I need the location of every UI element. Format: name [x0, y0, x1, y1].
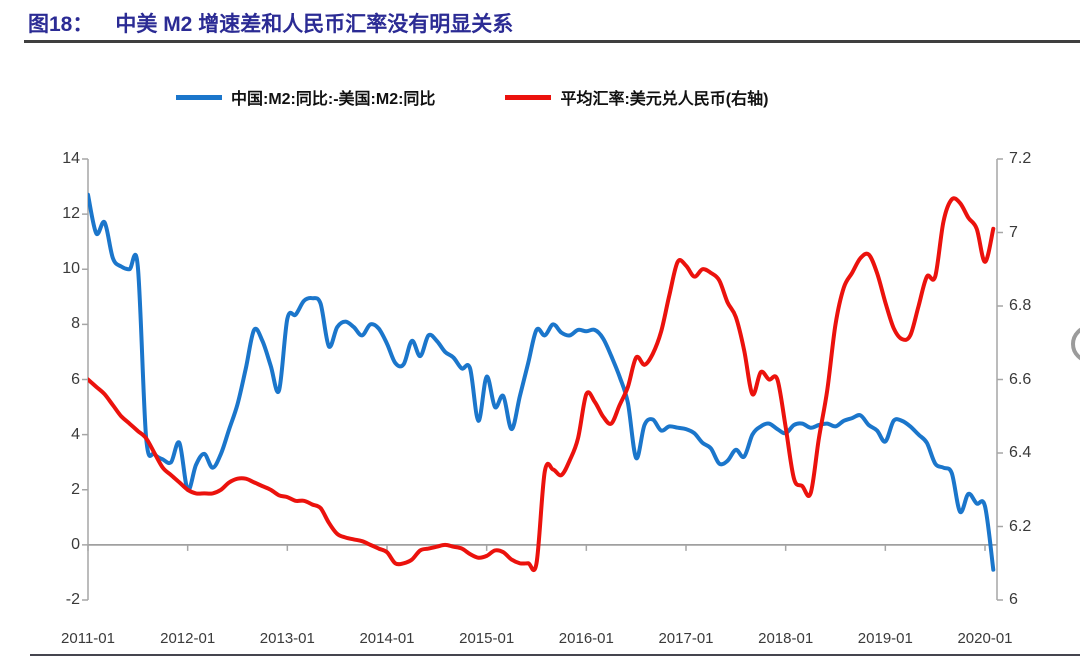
y-left-tick-label: -2: [65, 591, 80, 608]
x-tick-label: 2015-01: [459, 630, 515, 647]
y-left-tick-label: 12: [62, 205, 80, 223]
y-right-tick-label: 6.4: [1009, 444, 1032, 461]
y-left-tick-label: 10: [62, 260, 80, 278]
x-tick-label: 2011-01: [61, 630, 115, 647]
x-tick-label: 2014-01: [359, 630, 415, 647]
figure-header: 图18： 中美 M2 增速差和人民币汇率没有明显关系: [28, 8, 513, 38]
legend-item-m2-spread: 中国:M2:同比:-美国:M2:同比: [176, 85, 435, 109]
x-tick-label: 2020-01: [957, 630, 1013, 647]
y-left-tick-label: 4: [71, 425, 80, 443]
y-right-tick-label: 6.2: [1009, 517, 1032, 535]
legend-item-exchange-rate: 平均汇率:美元兑人民币(右轴): [505, 85, 768, 109]
legend: 中国:M2:同比:-美国:M2:同比 平均汇率:美元兑人民币(右轴): [176, 85, 768, 109]
y-right-tick-label: 6: [1009, 591, 1018, 608]
legend-label-exchange-rate: 平均汇率:美元兑人民币(右轴): [560, 91, 769, 108]
x-tick-label: 2018-01: [758, 630, 814, 647]
series-line-m2-spread: [88, 192, 996, 572]
blue-line-swatch: [176, 94, 222, 100]
x-tick-label: 2012-01: [160, 630, 216, 647]
y-right-tick-label: 6.6: [1009, 370, 1032, 388]
figure-label: 图18：: [28, 13, 94, 36]
y-right-tick-label: 7.2: [1009, 150, 1032, 167]
y-right-tick-label: 7: [1009, 223, 1018, 241]
footer-rule: [30, 654, 1080, 656]
y-left-tick-label: 6: [71, 370, 80, 388]
y-left-tick-label: 14: [62, 150, 80, 167]
x-tick-label: 2016-01: [558, 630, 614, 647]
series-line-exchange-rate: [88, 196, 996, 573]
y-left-tick-label: 8: [71, 315, 80, 333]
y-right-tick-label: 6.8: [1009, 297, 1032, 314]
x-tick-label: 2013-01: [259, 630, 315, 647]
legend-label-m2-spread: 中国:M2:同比:-美国:M2:同比: [231, 91, 436, 108]
x-tick-label: 2017-01: [658, 630, 714, 647]
y-left-tick-label: 0: [71, 535, 80, 553]
red-line-swatch: [505, 94, 552, 100]
y-left-tick-label: 2: [71, 480, 80, 498]
title-rule: [24, 40, 1080, 43]
x-tick-label: 2019-01: [857, 630, 913, 647]
figure-title: 中美 M2 增速差和人民币汇率没有明显关系: [115, 13, 514, 36]
